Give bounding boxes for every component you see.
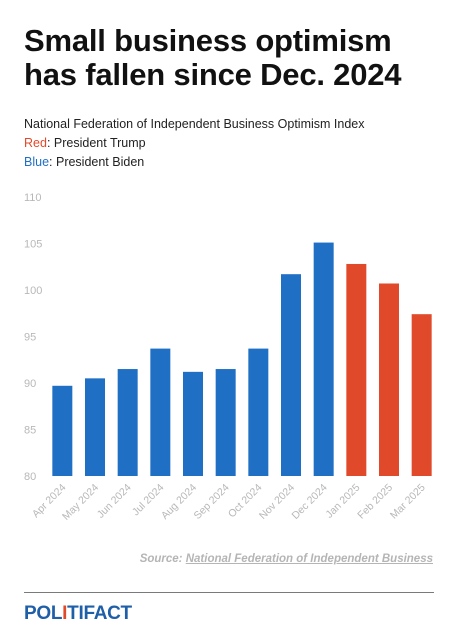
chart-title: Small business optimism has fallen since…: [24, 23, 402, 92]
x-tick-label: Jun 2024: [95, 482, 134, 521]
legend-red-key: Red: [24, 136, 47, 150]
x-tick-label: Mar 2025: [388, 482, 428, 522]
source-label: Source:: [139, 553, 183, 565]
chart-subtitle: National Federation of Independent Busin…: [24, 117, 365, 131]
bar-mar-2025: [411, 314, 432, 476]
legend-red-text: : President Trump: [46, 136, 146, 150]
bar-oct-2024: [248, 348, 269, 476]
bar-apr-2024: [52, 385, 73, 476]
bar-nov-2024: [281, 274, 301, 476]
y-tick-label: 85: [24, 425, 36, 437]
bar-jun-2024: [117, 369, 138, 476]
bar-may-2024: [85, 378, 105, 476]
logo-text-part2: I: [62, 603, 68, 624]
bar-dec-2024: [313, 242, 334, 476]
x-tick-label: Sep 2024: [192, 482, 232, 522]
bar-feb-2025: [379, 283, 399, 476]
y-tick-label: 105: [24, 239, 42, 251]
y-tick-label: 90: [24, 378, 36, 390]
x-tick-label: Dec 2024: [290, 482, 330, 522]
logo-text-part3: TIFACT: [67, 603, 132, 624]
legend-blue-key: Blue: [24, 155, 50, 169]
y-tick-label: 110: [24, 192, 42, 204]
y-tick-label: 80: [24, 471, 36, 483]
legend-biden: Blue: President Biden: [24, 155, 144, 169]
source-link[interactable]: National Federation of Independent Busin…: [185, 553, 433, 565]
x-tick-label: May 2024: [60, 482, 101, 523]
bar-sep-2024: [215, 369, 236, 476]
bar-jan-2025: [346, 263, 367, 476]
logo-text-part1: POL: [24, 603, 63, 624]
bar-jul-2024: [150, 348, 171, 476]
bar-aug-2024: [183, 371, 203, 476]
source-note: Source: National Federation of Independe…: [140, 553, 433, 565]
legend-trump: Red: President Trump: [24, 136, 146, 150]
legend-blue-text: : President Biden: [49, 155, 145, 169]
politifact-logo[interactable]: POLITIFACT: [24, 603, 132, 625]
y-tick-label: 100: [24, 285, 42, 297]
footer-divider: [24, 592, 434, 593]
y-tick-label: 95: [24, 332, 36, 344]
